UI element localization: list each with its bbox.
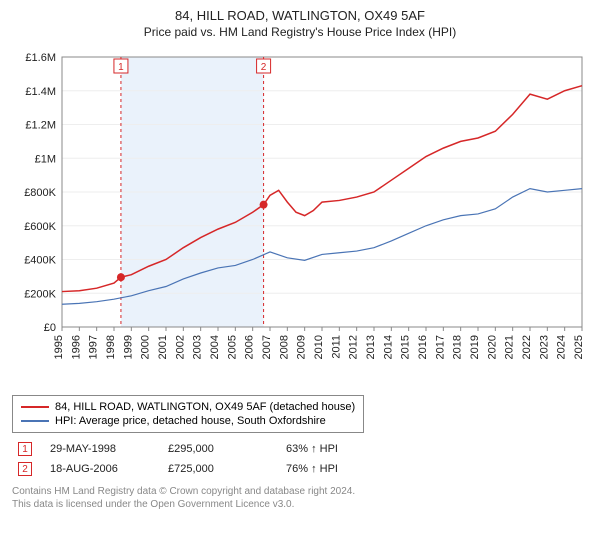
svg-text:1: 1 bbox=[118, 62, 124, 73]
svg-text:2012: 2012 bbox=[348, 335, 360, 359]
legend-label: 84, HILL ROAD, WATLINGTON, OX49 5AF (det… bbox=[55, 401, 355, 413]
attribution-line: This data is licensed under the Open Gov… bbox=[12, 498, 588, 511]
svg-text:2014: 2014 bbox=[382, 335, 394, 359]
sale-price: £725,000 bbox=[168, 463, 268, 475]
sales-markers: 1 29-MAY-1998 £295,000 63% ↑ HPI 2 18-AU… bbox=[12, 439, 588, 479]
svg-text:2008: 2008 bbox=[278, 335, 290, 359]
svg-text:£200K: £200K bbox=[24, 288, 56, 300]
sale-date: 29-MAY-1998 bbox=[50, 443, 150, 455]
svg-text:1996: 1996 bbox=[70, 335, 82, 359]
svg-text:£1.6M: £1.6M bbox=[25, 52, 56, 64]
chart-area: £0 £200K £400K £600K £800K £1M £1.2M £1.4M £1.6M… bbox=[12, 47, 588, 387]
svg-text:2022: 2022 bbox=[521, 335, 533, 359]
svg-text:2019: 2019 bbox=[469, 335, 481, 359]
svg-text:£1M: £1M bbox=[35, 153, 56, 165]
svg-text:2: 2 bbox=[261, 62, 267, 73]
svg-text:£1.2M: £1.2M bbox=[25, 120, 56, 132]
legend-box: 84, HILL ROAD, WATLINGTON, OX49 5AF (det… bbox=[12, 395, 364, 433]
legend-row: 84, HILL ROAD, WATLINGTON, OX49 5AF (det… bbox=[21, 400, 355, 414]
sale-row: 2 18-AUG-2006 £725,000 76% ↑ HPI bbox=[12, 459, 588, 479]
svg-text:2021: 2021 bbox=[504, 335, 516, 359]
svg-text:2004: 2004 bbox=[209, 335, 221, 359]
svg-text:2005: 2005 bbox=[226, 335, 238, 359]
svg-text:2007: 2007 bbox=[261, 335, 273, 359]
svg-text:2002: 2002 bbox=[174, 335, 186, 359]
sale-row: 1 29-MAY-1998 £295,000 63% ↑ HPI bbox=[12, 439, 588, 459]
svg-text:£600K: £600K bbox=[24, 221, 56, 233]
svg-text:2018: 2018 bbox=[452, 335, 464, 359]
svg-text:2001: 2001 bbox=[157, 335, 169, 359]
sale-hpi: 63% ↑ HPI bbox=[286, 443, 366, 455]
svg-text:£800K: £800K bbox=[24, 187, 56, 199]
legend-row: HPI: Average price, detached house, Sout… bbox=[21, 414, 355, 428]
svg-text:1997: 1997 bbox=[88, 335, 100, 359]
chart-title: 84, HILL ROAD, WATLINGTON, OX49 5AF bbox=[12, 8, 588, 23]
legend-swatch bbox=[21, 420, 49, 422]
svg-text:2009: 2009 bbox=[296, 335, 308, 359]
svg-text:2024: 2024 bbox=[556, 335, 568, 359]
attribution-line: Contains HM Land Registry data © Crown c… bbox=[12, 485, 588, 498]
svg-text:2011: 2011 bbox=[330, 335, 342, 359]
legend-label: HPI: Average price, detached house, Sout… bbox=[55, 415, 326, 427]
svg-text:2020: 2020 bbox=[486, 335, 498, 359]
sale-badge: 1 bbox=[18, 442, 32, 456]
sale-badge: 2 bbox=[18, 462, 32, 476]
attribution: Contains HM Land Registry data © Crown c… bbox=[12, 485, 588, 511]
legend-swatch bbox=[21, 406, 49, 408]
svg-text:2013: 2013 bbox=[365, 335, 377, 359]
svg-text:£0: £0 bbox=[44, 322, 56, 334]
svg-text:1995: 1995 bbox=[53, 335, 65, 359]
svg-text:2010: 2010 bbox=[313, 335, 325, 359]
sale-hpi: 76% ↑ HPI bbox=[286, 463, 366, 475]
sale-price: £295,000 bbox=[168, 443, 268, 455]
svg-text:£400K: £400K bbox=[24, 255, 56, 267]
svg-text:1999: 1999 bbox=[122, 335, 134, 359]
svg-text:2025: 2025 bbox=[573, 335, 585, 359]
svg-text:2000: 2000 bbox=[140, 335, 152, 359]
chart-subtitle: Price paid vs. HM Land Registry's House … bbox=[12, 25, 588, 39]
line-chart-svg: £0 £200K £400K £600K £800K £1M £1.2M £1.4M £1.6M… bbox=[12, 47, 588, 387]
svg-text:2003: 2003 bbox=[192, 335, 204, 359]
sale-date: 18-AUG-2006 bbox=[50, 463, 150, 475]
svg-text:2006: 2006 bbox=[244, 335, 256, 359]
svg-text:2015: 2015 bbox=[400, 335, 412, 359]
svg-text:£1.4M: £1.4M bbox=[25, 86, 56, 98]
svg-text:2017: 2017 bbox=[434, 335, 446, 359]
svg-text:2016: 2016 bbox=[417, 335, 429, 359]
svg-text:1998: 1998 bbox=[105, 335, 117, 359]
svg-text:2023: 2023 bbox=[538, 335, 550, 359]
